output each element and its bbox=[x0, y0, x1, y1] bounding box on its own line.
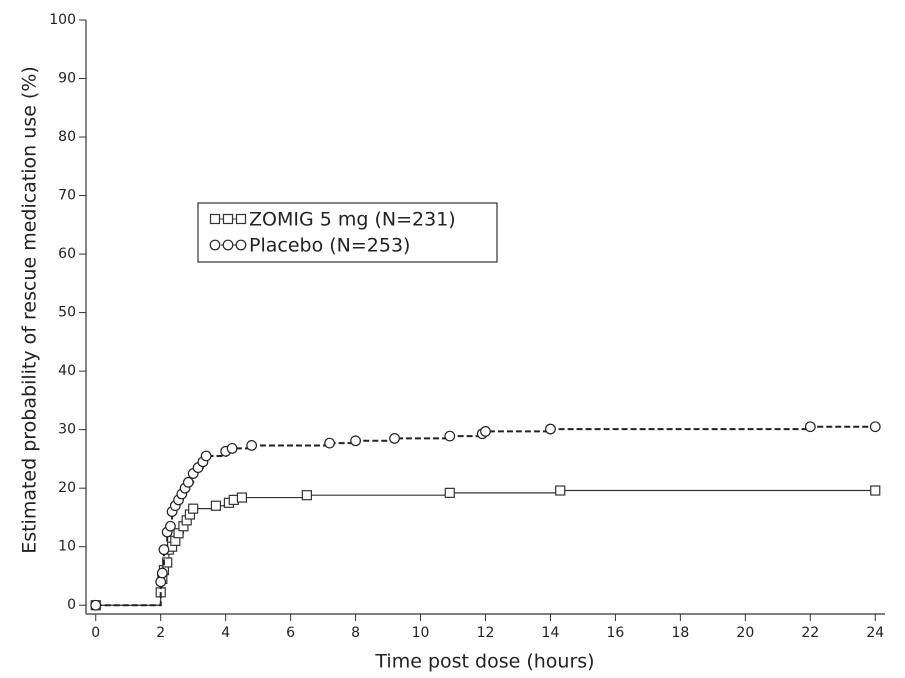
y-tick-label: 70 bbox=[58, 188, 76, 204]
y-tick-label: 20 bbox=[58, 480, 76, 496]
marker-square bbox=[444, 487, 455, 498]
legend: ZOMIG 5 mg (N=231) Placebo (N=253) bbox=[197, 202, 498, 263]
marker-circle bbox=[155, 576, 167, 588]
marker-circle bbox=[182, 476, 194, 488]
x-tick-label: 4 bbox=[221, 625, 230, 641]
marker-square bbox=[870, 485, 881, 496]
x-tick-label: 2 bbox=[156, 625, 165, 641]
y-axis-title: Estimated probability of rescue medicati… bbox=[19, 66, 41, 554]
marker-circle bbox=[90, 599, 102, 611]
x-tick-label: 24 bbox=[866, 625, 884, 641]
y-tick-label: 30 bbox=[58, 422, 76, 438]
marker-square bbox=[209, 213, 221, 225]
marker-circle bbox=[545, 423, 556, 435]
x-axis-title: Time post dose (hours) bbox=[374, 651, 594, 673]
marker-circle bbox=[804, 421, 816, 433]
marker-circle bbox=[480, 426, 491, 437]
x-tick-label: 14 bbox=[542, 625, 560, 641]
legend-label: Placebo (N=253) bbox=[249, 235, 410, 257]
y-tick-label: 90 bbox=[58, 71, 76, 87]
x-tick-label: 20 bbox=[736, 625, 754, 641]
marker-square bbox=[236, 492, 248, 503]
marker-circle bbox=[350, 435, 361, 447]
y-tick-label: 50 bbox=[58, 305, 76, 321]
legend-box bbox=[197, 202, 498, 263]
marker-square bbox=[188, 503, 199, 514]
marker-circle bbox=[200, 450, 212, 462]
x-tick-label: 16 bbox=[607, 625, 625, 641]
x-tick-label: 0 bbox=[91, 625, 100, 641]
y-tick-label: 60 bbox=[58, 246, 76, 262]
marker-circle bbox=[158, 544, 170, 556]
marker-circle bbox=[444, 430, 456, 442]
marker-square bbox=[235, 213, 247, 225]
y-tick-label: 0 bbox=[67, 597, 76, 613]
x-tick-label: 6 bbox=[286, 625, 295, 641]
x-tick-label: 12 bbox=[477, 625, 495, 641]
marker-circle bbox=[869, 421, 881, 433]
marker-square bbox=[555, 485, 566, 496]
marker-circle bbox=[246, 440, 258, 451]
step-line bbox=[95, 425, 876, 607]
marker-square bbox=[301, 490, 312, 501]
legend-label: ZOMIG 5 mg (N=231) bbox=[249, 209, 456, 231]
marker-circle bbox=[235, 239, 247, 251]
marker-circle bbox=[226, 442, 238, 454]
marker-circle bbox=[156, 567, 168, 579]
marker-circle bbox=[222, 239, 234, 251]
marker-circle bbox=[165, 520, 176, 532]
marker-square bbox=[210, 500, 222, 511]
y-tick-label: 40 bbox=[58, 363, 76, 379]
y-tick-label: 100 bbox=[49, 12, 76, 28]
marker-circle bbox=[389, 433, 400, 444]
x-tick-label: 18 bbox=[671, 625, 689, 641]
y-tick-label: 10 bbox=[58, 539, 76, 555]
y-tick-label: 80 bbox=[58, 129, 76, 145]
marker-circle bbox=[209, 239, 221, 251]
marker-circle bbox=[324, 437, 335, 449]
x-tick-label: 22 bbox=[801, 625, 819, 641]
marker-square bbox=[162, 557, 173, 568]
marker-square bbox=[222, 213, 234, 225]
x-tick-label: 10 bbox=[412, 625, 430, 641]
x-tick-label: 8 bbox=[351, 625, 360, 641]
